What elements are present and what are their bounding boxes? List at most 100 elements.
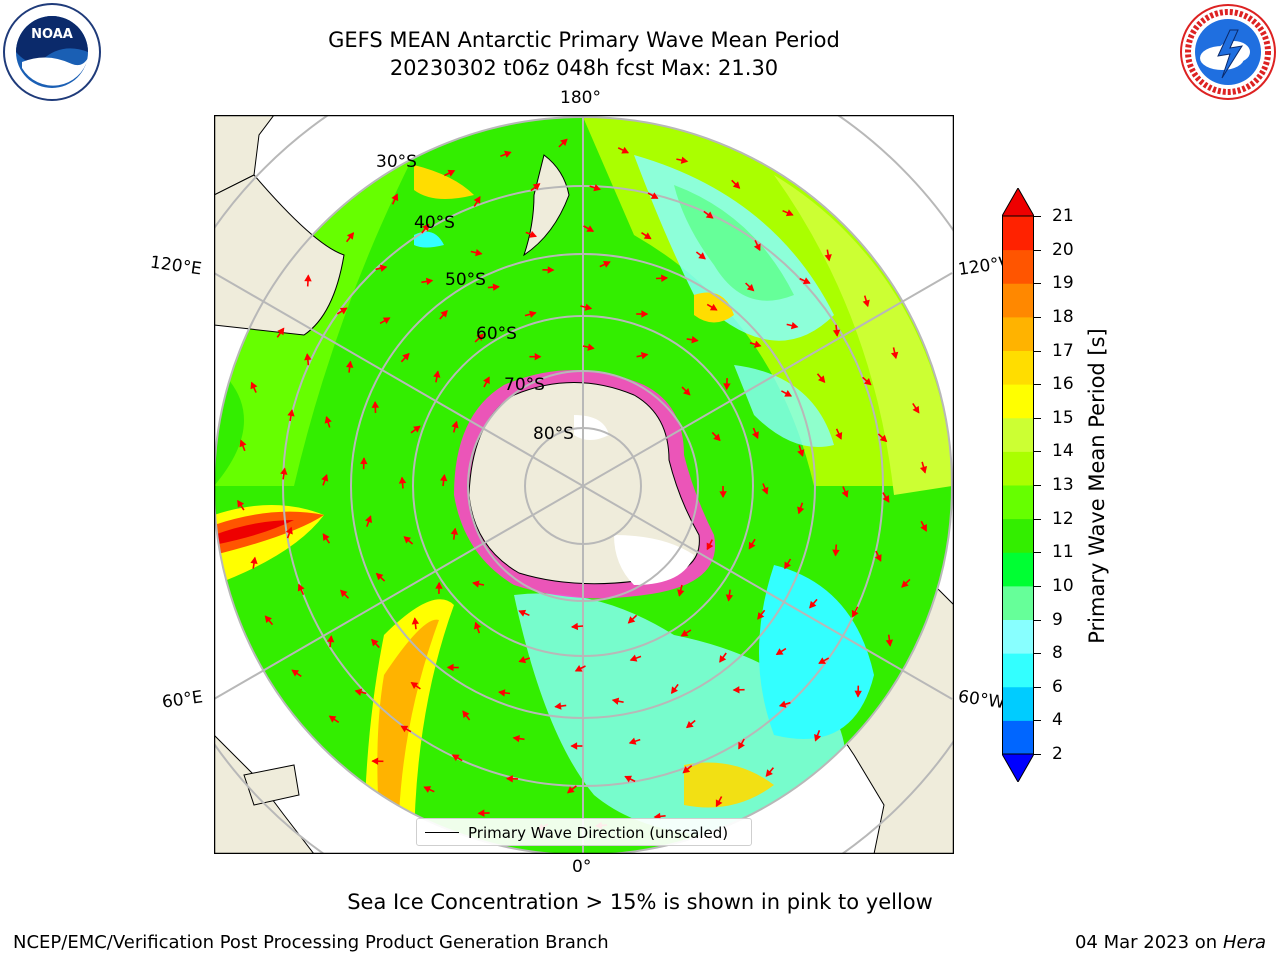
legend-label: Primary Wave Direction (unscaled) — [468, 824, 729, 842]
colorbar-tick — [1034, 417, 1041, 419]
lat-label-70s: 70°S — [504, 375, 545, 395]
footer-host: Hera — [1222, 932, 1266, 953]
colorbar-band — [1002, 451, 1034, 486]
polar-map — [214, 115, 954, 854]
colorbar-tick — [1034, 552, 1041, 554]
wave-vector-head — [328, 715, 337, 723]
colorbar-tick — [1034, 384, 1041, 386]
colorbar-tick — [1034, 686, 1041, 688]
wave-vector-head — [346, 360, 354, 368]
wave-vector-head — [814, 733, 822, 742]
wave-vector-head — [818, 657, 826, 664]
colorbar-band — [1002, 216, 1034, 251]
wave-vector-head — [809, 600, 817, 609]
colorbar-tick — [1034, 754, 1041, 755]
wave-vector-head — [339, 307, 348, 315]
wave-vector-head — [413, 425, 421, 433]
wave-vector-head — [862, 299, 870, 308]
colorbar-tick-label: 13 — [1052, 475, 1074, 495]
wave-vector-head — [643, 232, 652, 240]
wave-vector-head — [785, 209, 794, 217]
wave-vector-head — [920, 524, 927, 532]
forecast-subtitle: 20230302 t06z 048h fcst Max: 21.30 — [389, 56, 779, 80]
colorbar-tick-label: 6 — [1052, 676, 1063, 697]
wave-vector-head — [650, 192, 659, 199]
sea-ice-note: Sea Ice Concentration > 15% is shown in … — [347, 890, 933, 914]
colorbar-tick — [1034, 720, 1041, 722]
wave-vector-head — [723, 383, 731, 391]
wave-vector-head — [570, 622, 579, 631]
colorbar-tick-label: 10 — [1052, 575, 1074, 596]
wave-vector-head — [371, 757, 379, 765]
wave-vector-head — [285, 526, 293, 535]
wave-vector-head — [473, 196, 481, 204]
wave-vector-head — [629, 654, 638, 662]
wave-vector-head — [752, 431, 759, 440]
wave-vector-head — [835, 431, 843, 440]
wave-vector-head — [818, 375, 826, 384]
colorbar-tick — [1034, 249, 1041, 251]
wave-vector-head — [433, 370, 441, 378]
wave-vector-head — [901, 580, 909, 588]
colorbar-tick — [1034, 350, 1041, 352]
wave-vector-head — [450, 527, 459, 535]
colorbar-band — [1002, 249, 1034, 284]
colorbar-tick-label: 4 — [1052, 710, 1063, 731]
wave-vector-head — [402, 352, 410, 361]
wave-vector-head — [661, 274, 669, 282]
wave-vector-head — [890, 351, 899, 360]
wave-vector-head — [475, 248, 483, 257]
wave-vector-head — [624, 775, 633, 783]
wave-vector-head — [778, 700, 787, 708]
wave-vector-head — [611, 697, 620, 705]
wave-vector-head — [472, 580, 480, 588]
colorbar-band — [1002, 417, 1034, 452]
chart-title: GEFS MEAN Antarctic Primary Wave Mean Pe… — [328, 28, 840, 52]
wave-vector-head — [640, 351, 649, 360]
wave-vector-head — [411, 617, 420, 625]
wave-vector-head — [832, 329, 841, 337]
wave-vector-head — [398, 476, 407, 484]
wave-vector-head — [304, 274, 312, 282]
colorbar-tick — [1034, 619, 1041, 621]
colorbar-tick-label: 2 — [1052, 744, 1063, 764]
colorbar-band — [1002, 619, 1034, 654]
colorbar-band — [1002, 720, 1034, 755]
wave-vector-head — [498, 689, 506, 697]
wave-vector-head — [719, 655, 727, 663]
wave-vector-head — [753, 243, 761, 252]
wave-vector-head — [602, 261, 611, 268]
wave-vector-head — [641, 310, 649, 318]
wave-vector-head — [321, 474, 329, 482]
wave-vector-head — [250, 381, 258, 390]
wave-vector-head — [410, 681, 419, 689]
wave-vector-head — [534, 352, 542, 361]
legend-line-sample — [425, 832, 459, 833]
colorbar-band — [1002, 485, 1034, 520]
wave-vector-head — [586, 225, 595, 232]
wave-vector-head — [761, 486, 769, 495]
colorbar-band — [1002, 518, 1034, 553]
wave-vector-head — [824, 254, 832, 262]
wave-vector-head — [425, 277, 434, 286]
lon-label-180: 180° — [560, 88, 601, 108]
wave-vector-head — [680, 629, 689, 637]
wave-vector-head — [237, 499, 245, 508]
wave-vector-head — [477, 809, 485, 817]
wave-vector-head — [587, 343, 595, 351]
graticule — [214, 115, 954, 854]
wave-vector-head — [784, 390, 793, 397]
colorbar-tick — [1034, 485, 1041, 486]
wave-vector-head — [698, 252, 706, 260]
wave-vector-head — [250, 556, 258, 565]
lon-label-0: 0° — [572, 857, 592, 877]
colorbar-frame — [1002, 215, 1034, 755]
wave-vector-head — [746, 283, 755, 292]
wave-vector-head — [677, 589, 685, 597]
lat-label-50s: 50°S — [445, 270, 486, 290]
wave-vector-head — [790, 321, 799, 330]
wave-vector-head — [440, 474, 448, 482]
wave-vector-head — [732, 181, 741, 189]
colorbar-tick — [1034, 653, 1041, 655]
colorbar-tick-label: 8 — [1052, 643, 1063, 664]
